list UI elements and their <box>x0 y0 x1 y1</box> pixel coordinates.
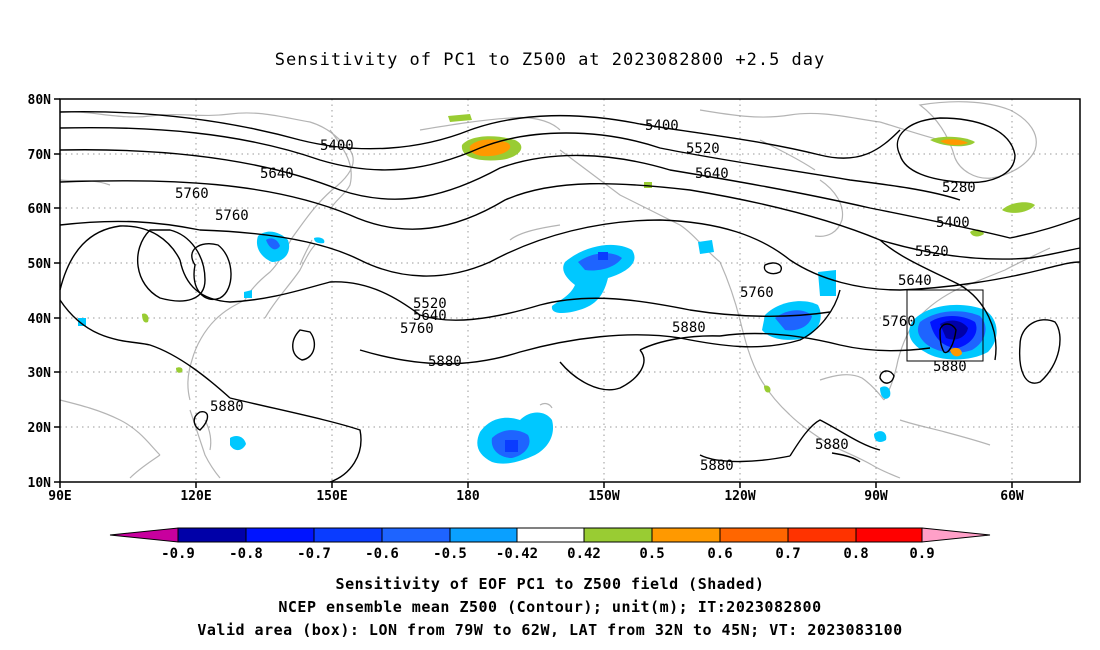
contour-label: 5760 <box>400 321 434 337</box>
footer-line-valid-area: Valid area (box): LON from 79W to 62W, L… <box>197 621 903 639</box>
colorbar-label: -0.6 <box>365 546 399 562</box>
colorbar-label: 0.8 <box>843 546 868 562</box>
lon-label-150e: 150E <box>316 489 347 504</box>
colorbar-bin <box>855 527 923 543</box>
contour-label: 5880 <box>933 359 967 375</box>
contour-label: 5640 <box>898 273 932 289</box>
lon-label-90e: 90E <box>48 489 71 504</box>
colorbar-bin <box>245 527 315 543</box>
lat-label-30n: 30N <box>28 366 52 381</box>
footer-line-contour: NCEP ensemble mean Z500 (Contour); unit(… <box>278 598 822 616</box>
colorbar: -0.9 -0.8 -0.7 -0.6 -0.5 -0.42 0.42 0.5 … <box>109 527 991 562</box>
lon-labels: 90E 120E 150E 180 150W 120W 90W 60W <box>48 489 1024 504</box>
colorbar-bin <box>177 527 247 543</box>
colorbar-high-arrow <box>921 527 991 543</box>
lat-label-20n: 20N <box>28 421 52 436</box>
contour-label: 5880 <box>815 437 849 453</box>
footer-line-shading: Sensitivity of EOF PC1 to Z500 field (Sh… <box>335 575 765 593</box>
contour-label: 5640 <box>413 308 447 324</box>
contour-label: 5640 <box>695 166 729 182</box>
contour-label: 5880 <box>210 399 244 415</box>
contour-label: 5640 <box>260 166 294 182</box>
lon-label-120e: 120E <box>180 489 211 504</box>
colorbar-label: 0.9 <box>909 546 934 562</box>
colorbar-bin <box>583 527 653 543</box>
lat-labels: 80N 70N 60N 50N 40N 30N 20N 10N <box>28 93 52 491</box>
colorbar-label: -0.9 <box>161 546 195 562</box>
colorbar-label: 0.42 <box>567 546 601 562</box>
z500-contours <box>59 111 1081 483</box>
lon-label-60w: 60W <box>1000 489 1024 504</box>
colorbar-label: -0.42 <box>496 546 538 562</box>
lon-label-120w: 120W <box>724 489 755 504</box>
contour-label: 5880 <box>672 320 706 336</box>
contour-label: 5760 <box>175 186 209 202</box>
colorbar-label: -0.5 <box>433 546 467 562</box>
contour-label: 5760 <box>882 314 916 330</box>
contour-label: 5760 <box>215 208 249 224</box>
lat-label-60n: 60N <box>28 202 52 217</box>
map-panel: 5400 5400 5520 5640 5640 5760 5760 5520 … <box>28 93 1081 504</box>
colorbar-label: 0.6 <box>707 546 732 562</box>
colorbar-bin <box>449 527 518 543</box>
contour-label: 5400 <box>320 138 354 154</box>
colorbar-bin <box>516 527 585 543</box>
colorbar-bin <box>719 527 789 543</box>
contour-label: 5760 <box>740 285 774 301</box>
lat-label-10n: 10N <box>28 476 52 491</box>
lon-label-90w: 90W <box>864 489 888 504</box>
map-title: Sensitivity of PC1 to Z500 at 2023082800… <box>274 50 826 70</box>
map-border <box>59 98 1081 483</box>
lon-label-150w: 150W <box>588 489 619 504</box>
contour-label: 5400 <box>645 118 679 134</box>
contour-label: 5520 <box>686 141 720 157</box>
lat-label-50n: 50N <box>28 257 52 272</box>
colorbar-bin <box>651 527 721 543</box>
colorbar-label: -0.7 <box>297 546 331 562</box>
colorbar-bin <box>787 527 857 543</box>
sensitivity-shading <box>78 114 1035 464</box>
colorbar-label: 0.5 <box>639 546 664 562</box>
contour-label: 5400 <box>936 215 970 231</box>
lat-label-40n: 40N <box>28 312 52 327</box>
colorbar-labels: -0.9 -0.8 -0.7 -0.6 -0.5 -0.42 0.42 0.5 … <box>161 546 935 562</box>
contour-label: 5280 <box>942 180 976 196</box>
contour-labels: 5400 5400 5520 5640 5640 5760 5760 5520 … <box>175 118 976 474</box>
colorbar-label: -0.8 <box>229 546 263 562</box>
contour-label: 5520 <box>915 244 949 260</box>
lon-label-180: 180 <box>456 489 480 504</box>
lat-label-80n: 80N <box>28 93 52 108</box>
valid-area-box <box>906 289 984 362</box>
lat-lon-grid <box>60 99 1080 482</box>
contour-label: 5880 <box>428 354 462 370</box>
colorbar-bin <box>381 527 451 543</box>
lat-label-70n: 70N <box>28 148 52 163</box>
axis-ticks <box>54 98 1013 488</box>
colorbar-low-arrow <box>109 527 179 543</box>
colorbar-label: 0.7 <box>775 546 800 562</box>
contour-label: 5520 <box>413 296 447 312</box>
contour-label: 5880 <box>700 458 734 474</box>
colorbar-bin <box>313 527 383 543</box>
